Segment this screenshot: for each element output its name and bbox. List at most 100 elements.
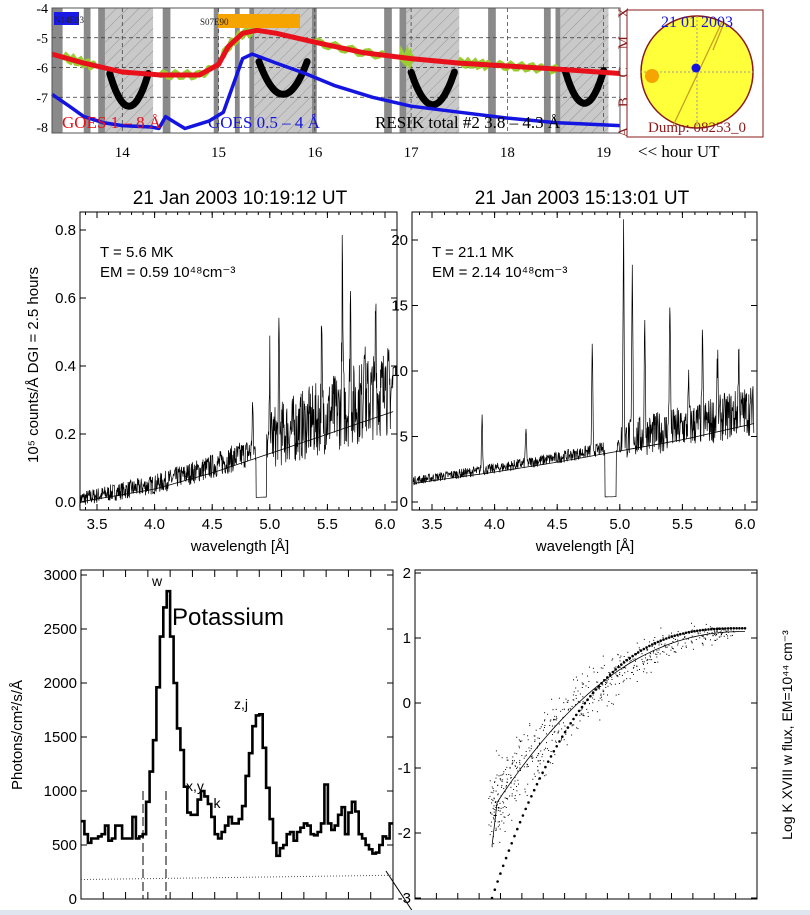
scatter-point xyxy=(493,843,495,845)
scatter-point xyxy=(658,649,660,651)
scatter-point xyxy=(656,653,658,655)
scatter-point xyxy=(703,637,705,639)
potassium-panel: 0 500 1000 1500 2000 2500 3000 xyxy=(44,567,394,908)
scatter-point xyxy=(711,644,713,646)
scatter-point xyxy=(499,778,501,780)
model-curve-point xyxy=(681,632,685,635)
scatter-point xyxy=(619,660,621,662)
scatter-point xyxy=(692,648,694,650)
scatter-point xyxy=(521,740,523,742)
scatter-point xyxy=(715,630,717,632)
scatter-point xyxy=(575,704,577,706)
spectrum-trace xyxy=(79,234,394,507)
scatter-point xyxy=(619,657,621,659)
scatter-point xyxy=(587,687,589,688)
sun-axis-line xyxy=(671,21,723,129)
scatter-point xyxy=(625,667,627,669)
model-curve-point xyxy=(642,647,646,651)
resik-arc xyxy=(106,70,152,110)
model-curve-point xyxy=(501,864,505,868)
x-tick-label: 5.5 xyxy=(672,516,693,533)
scatter-point xyxy=(537,737,539,739)
scatter-point xyxy=(491,802,493,804)
dark-interval-bar xyxy=(311,8,317,133)
scatter-point xyxy=(528,747,530,749)
scatter-point xyxy=(526,766,528,768)
scatter-point xyxy=(592,691,594,692)
model-curve-point xyxy=(639,649,643,652)
scatter-point xyxy=(582,713,584,715)
model-curve-point xyxy=(569,722,572,725)
scatter-point xyxy=(515,800,517,802)
scatter-point xyxy=(519,794,521,796)
scatter-point xyxy=(490,811,492,813)
scatter-point xyxy=(561,728,563,730)
scatter-point xyxy=(630,660,632,661)
model-curve-point xyxy=(726,627,730,630)
scatter-point xyxy=(560,710,562,712)
scatter-point xyxy=(505,786,507,788)
scatter-point xyxy=(512,760,513,762)
scatter-point xyxy=(634,658,636,660)
scatter-point xyxy=(490,821,492,823)
scatter-point xyxy=(716,630,718,632)
scatter-point xyxy=(563,739,565,741)
scatter-point xyxy=(510,782,512,784)
scatter-point xyxy=(563,722,564,724)
scatter-point xyxy=(579,693,581,695)
scatter-point xyxy=(503,771,505,773)
x-tick-label: 6.0 xyxy=(735,516,756,533)
model-curve-point xyxy=(679,632,682,636)
scatter-point xyxy=(583,715,585,717)
scatter-point xyxy=(580,712,582,714)
y-tick-label: -1 xyxy=(398,760,411,777)
scatter-point xyxy=(537,769,539,771)
scatter-point xyxy=(684,637,686,638)
scatter-point xyxy=(504,797,506,799)
scatter-point xyxy=(647,659,649,661)
scatter-point xyxy=(622,681,624,683)
scatter-point xyxy=(702,635,704,637)
scatter-point xyxy=(615,666,617,668)
scatter-point xyxy=(544,725,546,726)
scatter-point xyxy=(606,681,608,683)
plot-frame xyxy=(79,211,398,511)
model-curve-point xyxy=(566,726,570,729)
scatter-point xyxy=(701,635,703,637)
scatter-point xyxy=(552,725,553,727)
scatter-point xyxy=(627,670,629,672)
scatter-point xyxy=(633,664,635,666)
x-tick-label: 15 xyxy=(211,145,226,161)
model-curve-point xyxy=(707,628,710,631)
scatter-point xyxy=(619,666,621,668)
scatter-point xyxy=(494,781,496,783)
model-curve-point xyxy=(693,629,696,633)
scatter-point xyxy=(544,712,546,714)
scatter-point xyxy=(716,634,718,635)
resik-arc xyxy=(407,68,458,109)
scatter-point xyxy=(646,649,648,651)
scatter-point xyxy=(641,653,643,655)
scatter-point xyxy=(552,709,554,711)
scatter-point xyxy=(600,686,602,687)
scatter-point xyxy=(659,642,661,644)
scatter-point xyxy=(529,723,531,725)
model-curve-point xyxy=(524,807,527,811)
scatter-point xyxy=(705,638,707,640)
scatter-point xyxy=(672,641,674,642)
scatter-point xyxy=(587,675,588,677)
scatter-point xyxy=(493,818,495,820)
scatter-point xyxy=(639,669,640,670)
line-label-w: w xyxy=(151,573,163,589)
flare-class-label: A xyxy=(616,126,632,137)
scatter-point xyxy=(629,678,631,680)
model-curve-point xyxy=(676,633,679,637)
scatter-point xyxy=(561,738,562,740)
scatter-point xyxy=(611,659,613,661)
y-tick-label: 0 xyxy=(403,695,411,712)
scatter-point xyxy=(615,673,617,675)
scatter-point xyxy=(553,731,555,733)
scatter-point xyxy=(493,808,495,810)
model-curve-point xyxy=(743,627,747,630)
scatter-point xyxy=(511,763,513,764)
